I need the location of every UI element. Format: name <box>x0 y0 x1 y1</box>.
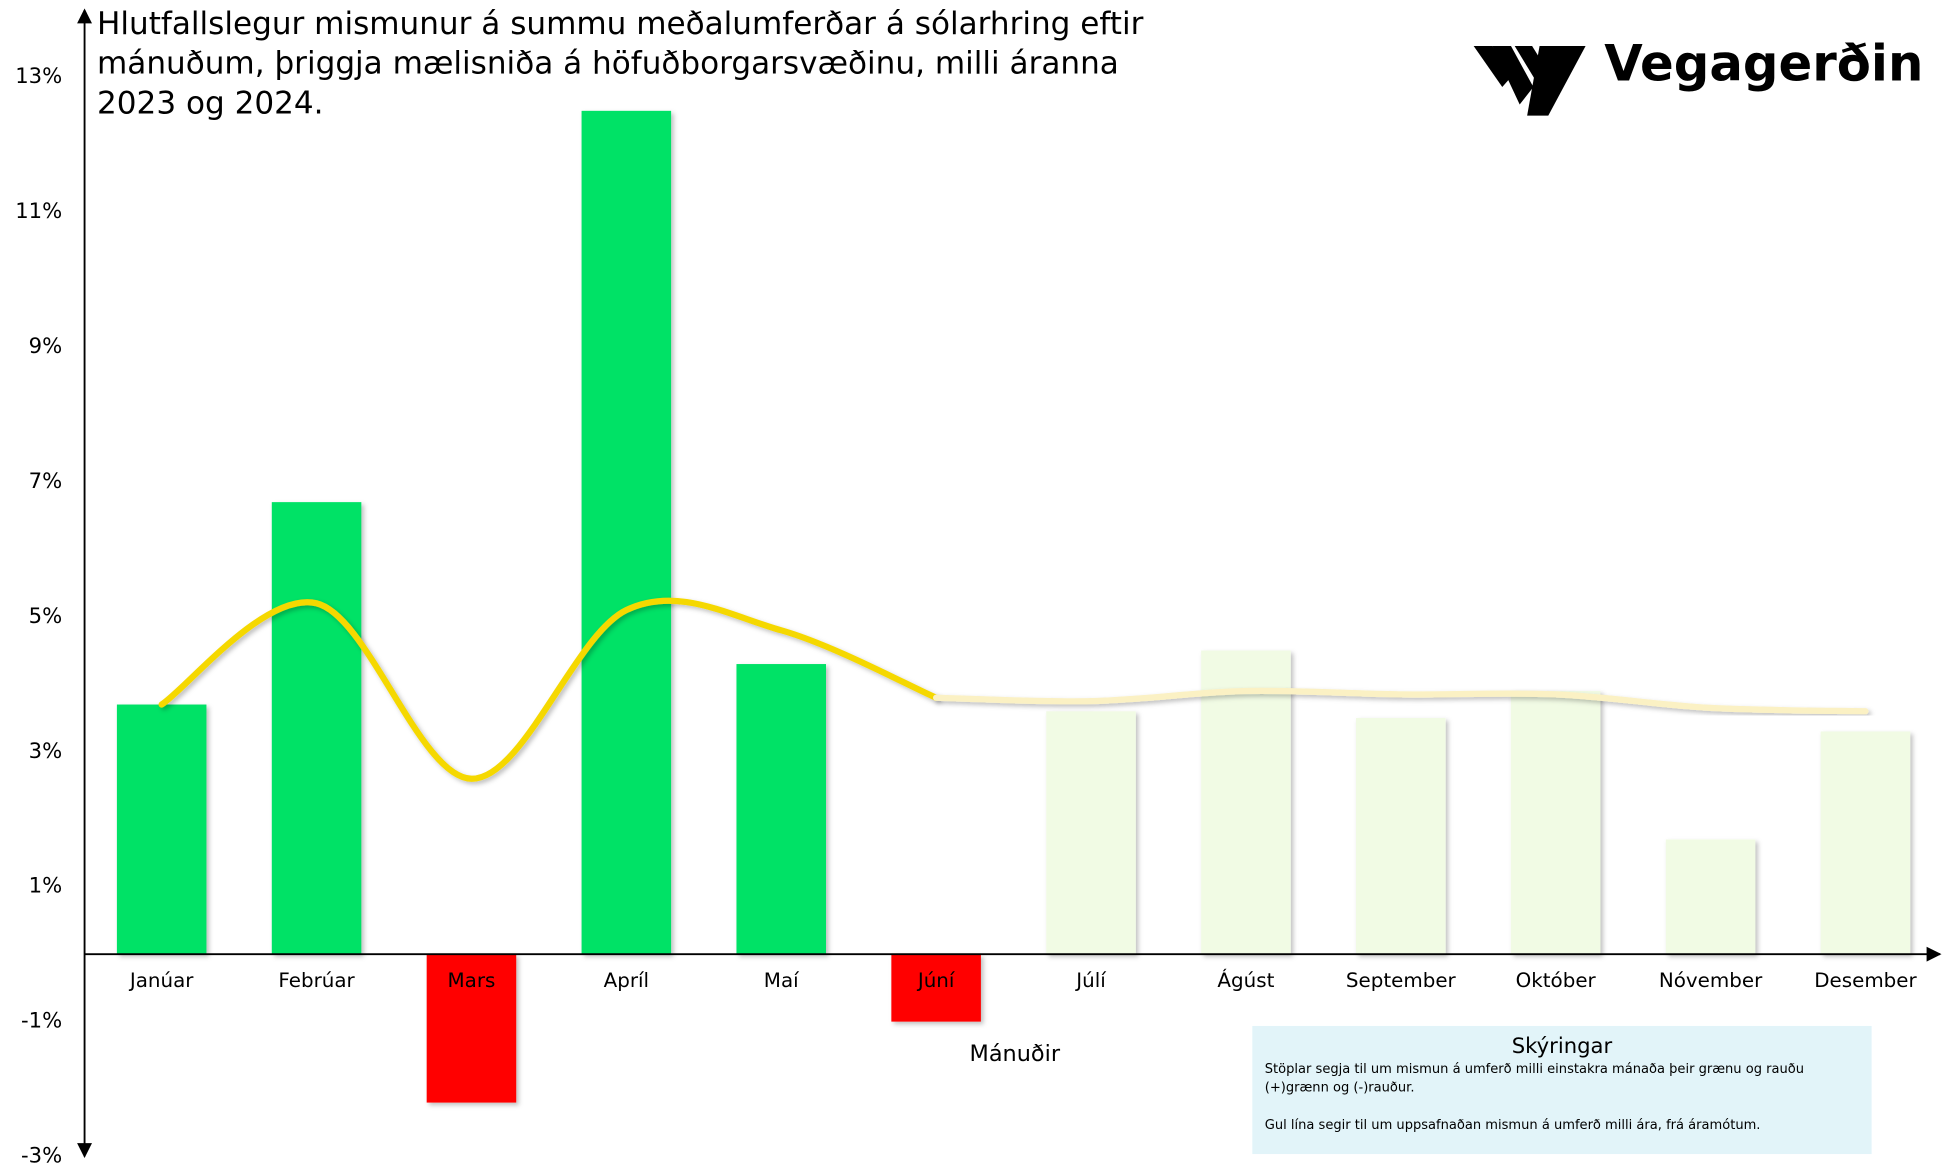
y-tick-label: 1% <box>29 873 63 898</box>
cumulative-line <box>158 597 940 782</box>
bar <box>1356 718 1446 955</box>
notes-text: (+)grænn og (-)rauður. <box>1265 1081 1415 1096</box>
x-tick-label: Desember <box>1814 969 1917 992</box>
bar <box>1046 711 1136 955</box>
bar <box>1820 731 1911 955</box>
cumulative-line <box>933 687 1869 715</box>
notes-title: Skýringar <box>1512 1033 1613 1058</box>
bar <box>426 954 517 1103</box>
logo-mark <box>1473 46 1586 116</box>
bar <box>116 704 207 955</box>
x-tick-label: September <box>1346 969 1457 992</box>
x-tick-label: Júlí <box>1074 969 1107 992</box>
x-tick-label: Ágúst <box>1217 969 1274 992</box>
y-tick-label: 5% <box>29 603 63 628</box>
chart-title: Hlutfallslegur mismunur á summu meðalumf… <box>97 6 1144 42</box>
chart-title: mánuðum, þriggja mælisniða á höfuðborgar… <box>97 46 1119 82</box>
notes-box <box>1252 1025 1872 1155</box>
chart-title: 2023 og 2024. <box>97 85 324 121</box>
x-tick-label: Október <box>1516 969 1597 992</box>
x-axis-title: Mánuðir <box>970 1041 1061 1067</box>
y-tick-label: -1% <box>21 1008 62 1033</box>
x-tick-label: Júní <box>916 969 956 992</box>
notes-text: Gul lína segir til um uppsafnaðan mismun… <box>1265 1118 1761 1133</box>
y-tick-label: 3% <box>29 738 63 763</box>
y-tick-label: 9% <box>29 333 63 358</box>
notes-text: Stöplar segja til um mismun á umferð mil… <box>1265 1062 1804 1077</box>
logo-text: Vegagerðin <box>1604 35 1923 93</box>
bar <box>271 502 362 955</box>
y-tick-label: -3% <box>21 1143 62 1167</box>
bar <box>581 110 672 955</box>
bar <box>1201 650 1291 955</box>
bar <box>736 664 826 955</box>
x-tick-label: Febrúar <box>278 969 355 992</box>
x-tick-label: Apríl <box>604 969 649 992</box>
x-tick-label: Maí <box>764 969 800 992</box>
y-tick-label: 7% <box>29 468 63 493</box>
x-tick-label: Janúar <box>128 969 194 992</box>
y-tick-label: 13% <box>15 63 62 88</box>
x-tick-label: Mars <box>448 969 496 992</box>
bar <box>891 954 981 1022</box>
bar <box>1510 691 1601 955</box>
y-tick-label: 11% <box>15 198 62 223</box>
bar <box>1665 839 1756 955</box>
x-tick-label: Nóvember <box>1659 969 1763 992</box>
